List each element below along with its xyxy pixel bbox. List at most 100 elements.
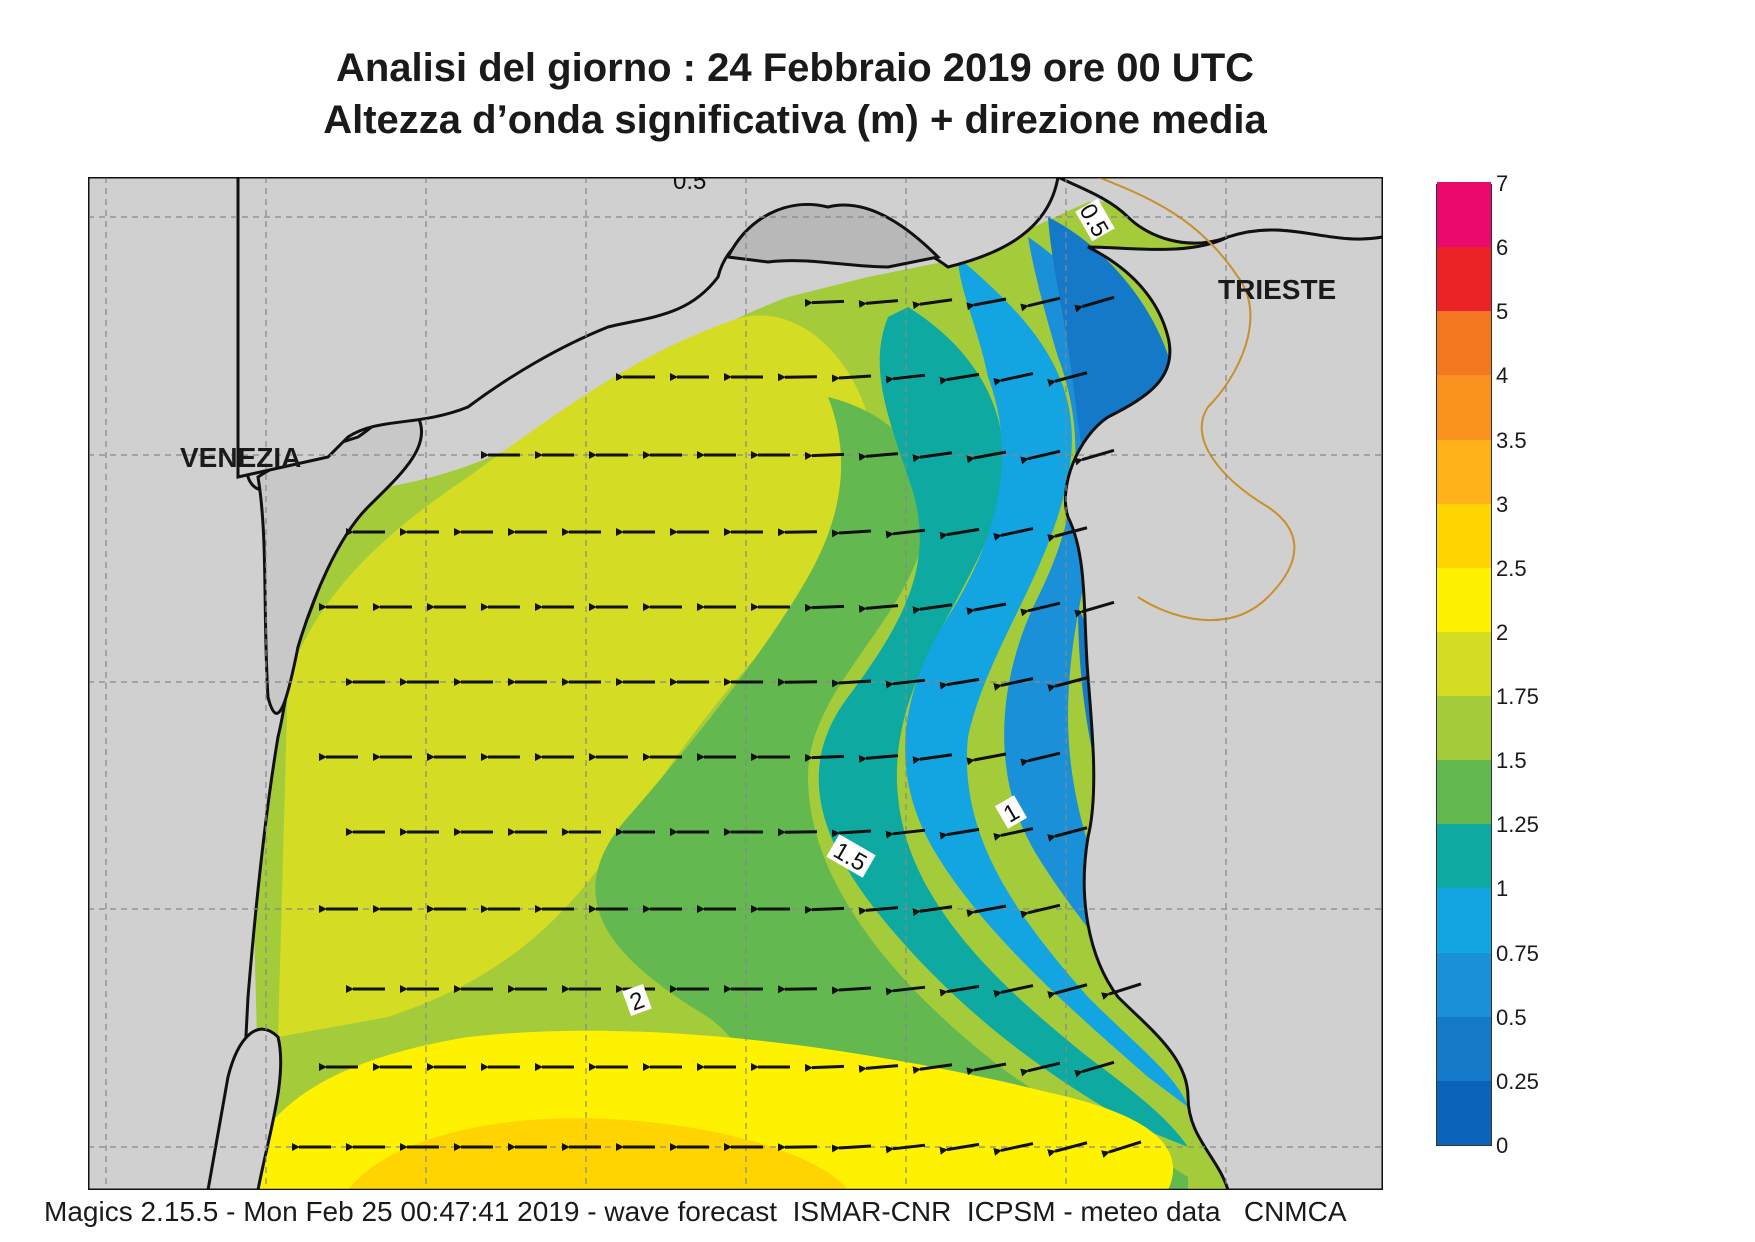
wave-arrow (966, 450, 1007, 464)
wave-arrow (912, 603, 953, 615)
colorbar-tick-label: 3 (1496, 491, 1509, 517)
map-subtitle: Altezza d’onda significativa (m) + direz… (323, 98, 1267, 142)
colorbar-tick-label: 2 (1496, 619, 1509, 645)
wave-map: 0.5 1 1.5 2 0.5 (88, 177, 1383, 1190)
wave-arrow (993, 677, 1034, 691)
wave-arrow (1020, 903, 1061, 919)
wave-arrow (966, 752, 1007, 766)
laguna-venezia (256, 402, 424, 715)
wave-arrow (939, 527, 980, 540)
wave-arrow (939, 984, 980, 997)
wave-arrow (831, 829, 872, 838)
wave-arrow (939, 372, 980, 385)
wave-arrow (1020, 1061, 1061, 1077)
wave-arrow (885, 828, 926, 839)
colorbar-segment (1437, 182, 1491, 248)
colorbar-segment (1437, 1080, 1491, 1145)
wave-arrow (1047, 983, 1088, 999)
wave-arrow (966, 297, 1007, 311)
colorbar-tick-label: 6 (1496, 235, 1509, 261)
wave-arrow (858, 452, 899, 462)
wave-arrow (858, 604, 899, 614)
colorbar-segment (1437, 759, 1491, 825)
wave-arrow (1047, 1141, 1088, 1157)
wave-arrow (1101, 1140, 1142, 1158)
wave-arrow (1074, 600, 1115, 618)
sea-band-2-0 (278, 315, 874, 1037)
wave-arrow (1047, 826, 1088, 842)
colorbar-tick-label: 3.5 (1496, 427, 1527, 453)
city-label-trieste: TRIESTE (1218, 274, 1337, 305)
colorbar-tick-label: 7 (1496, 171, 1509, 196)
wave-arrow (912, 451, 953, 463)
land-south-venezia-gray (206, 1027, 283, 1190)
colorbar-tick-label: 1.5 (1496, 748, 1527, 774)
wave-arrow (1047, 526, 1088, 542)
city-label-venezia: VENEZIA (180, 442, 302, 473)
wave-arrow (831, 986, 872, 995)
sea-band-1-5 (595, 397, 1188, 1190)
colorbar-tick-label: 1 (1496, 876, 1509, 902)
sea-band-1-25 (818, 307, 1188, 1147)
colorbar-segment (1437, 823, 1491, 889)
land-northwest-gray (725, 202, 942, 269)
wave-arrow (1020, 751, 1061, 767)
wave-arrow (1047, 371, 1088, 387)
wave-arrow (912, 1063, 953, 1075)
wave-arrow (885, 1143, 926, 1154)
colorbar (1436, 182, 1492, 1146)
sea-band-3-0 (348, 1118, 848, 1190)
sea-band-0-75 (1004, 237, 1188, 1047)
wave-arrow (885, 528, 926, 539)
wave-arrow (1074, 448, 1115, 466)
wave-arrow (804, 905, 845, 914)
wave-arrow (831, 374, 872, 383)
wave-arrow (858, 906, 899, 916)
wave-arrow (885, 985, 926, 996)
colorbar-tick-label: 2.5 (1496, 555, 1527, 581)
wave-arrow (912, 298, 953, 310)
coast-istria (1063, 228, 1383, 1190)
colorbar-segment (1437, 695, 1491, 761)
wave-arrow (1020, 296, 1061, 312)
colorbar-segment (1437, 438, 1491, 504)
wave-arrow (804, 298, 845, 307)
wave-arrow (1020, 601, 1061, 617)
colorbar-segment (1437, 631, 1491, 697)
wave-arrow (993, 1142, 1034, 1156)
wave-arrow (804, 753, 845, 762)
slovenia-border (1097, 177, 1296, 621)
colorbar-segment (1437, 887, 1491, 953)
wave-arrow (912, 753, 953, 765)
wave-arrow (858, 1064, 899, 1074)
wave-arrow (1020, 449, 1061, 465)
colorbar-segment (1437, 566, 1491, 632)
wave-arrow (912, 905, 953, 917)
wave-arrow (939, 677, 980, 690)
colorbar-segment (1437, 502, 1491, 568)
wave-arrow (804, 603, 845, 612)
wave-arrow (804, 451, 845, 460)
colorbar-segment (1437, 951, 1491, 1017)
colorbar-tick-label: 1.25 (1496, 812, 1539, 838)
top-partial-label: 0.5 (673, 177, 706, 195)
contour-labels: 0.5 1 1.5 2 0.5 (622, 177, 1115, 1016)
sea-band-1-0 (905, 257, 1188, 1107)
colorbar-tick-label: 0.25 (1496, 1068, 1539, 1094)
wave-arrow (993, 984, 1034, 998)
wave-arrow (858, 754, 899, 764)
colorbar-tick-label: 4 (1496, 363, 1509, 389)
wave-arrow (1101, 982, 1142, 1000)
wave-arrow (885, 373, 926, 384)
wave-arrow (939, 1142, 980, 1155)
wave-arrow (1074, 295, 1115, 313)
colorbar-segment (1437, 374, 1491, 440)
wave-arrow (831, 679, 872, 688)
wave-arrow (1074, 1060, 1115, 1078)
colorbar-tick-label: 0 (1496, 1133, 1509, 1158)
wave-arrow (804, 1063, 845, 1072)
wave-arrow (1047, 676, 1088, 692)
colorbar-tick-label: 1.75 (1496, 684, 1539, 710)
colorbar-segment (1437, 1015, 1491, 1081)
wave-arrow (993, 827, 1034, 841)
